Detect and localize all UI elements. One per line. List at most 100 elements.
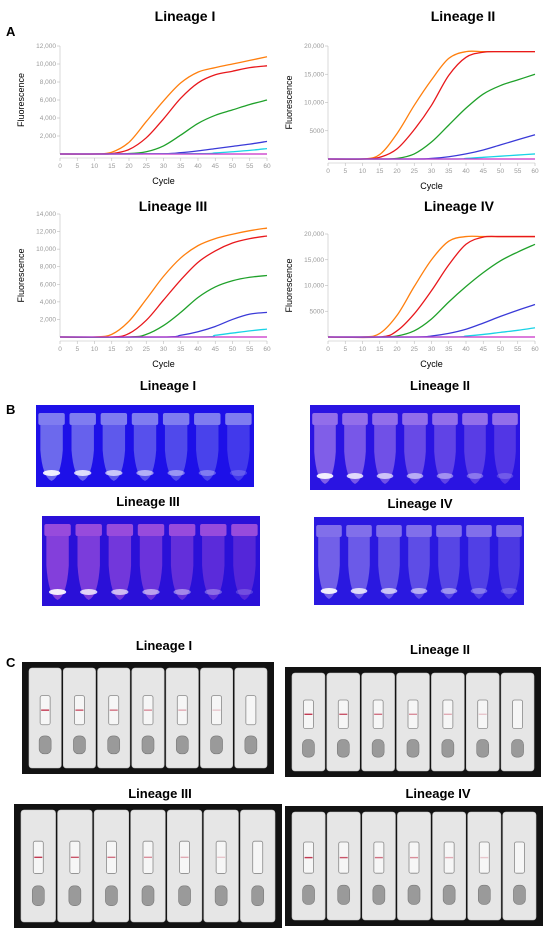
fluorescence-title-lineage-4: Lineage IV bbox=[387, 496, 453, 511]
x-tick-label: 45 bbox=[212, 346, 220, 353]
result-window bbox=[478, 841, 490, 874]
test-strip bbox=[165, 667, 199, 769]
x-tick-label: 0 bbox=[58, 346, 62, 353]
series-line-2 bbox=[327, 235, 535, 339]
tube-liquid bbox=[346, 473, 364, 479]
tube-liquid bbox=[111, 589, 129, 595]
y-tick-label: 10,000 bbox=[36, 61, 56, 68]
chart-title-lineage-1: Lineage I bbox=[154, 8, 216, 24]
x-tick-label: 10 bbox=[359, 346, 367, 353]
sample-well bbox=[107, 735, 121, 755]
test-strip bbox=[361, 672, 395, 772]
tube-body bbox=[133, 425, 157, 481]
y-tick-label: 12,000 bbox=[36, 229, 56, 236]
tube bbox=[137, 524, 165, 600]
result-window bbox=[442, 699, 454, 730]
pcr-chart-lineage-2: 5000 10,000 15,000 20,000 0 5 10 15 20 25 30 35 40 45… bbox=[284, 43, 539, 191]
y-tick-label: 15,000 bbox=[304, 257, 324, 264]
series-line-1 bbox=[59, 56, 268, 155]
result-window bbox=[211, 695, 222, 726]
tube-body bbox=[170, 536, 194, 600]
x-tick-label: 60 bbox=[263, 346, 271, 353]
tube bbox=[131, 413, 159, 481]
tube bbox=[376, 525, 402, 599]
fluorescence-photo-lineage-1 bbox=[36, 405, 254, 487]
test-strip bbox=[291, 811, 326, 921]
sample-well bbox=[302, 884, 315, 905]
sample-well bbox=[477, 884, 491, 905]
tube bbox=[372, 413, 398, 484]
tube-body bbox=[77, 536, 100, 600]
panel-label-c: C bbox=[6, 655, 16, 670]
tube bbox=[432, 413, 458, 484]
x-axis-label: Cycle bbox=[420, 359, 443, 369]
sample-well bbox=[407, 884, 421, 905]
fluorescence-photo-lineage-4 bbox=[314, 517, 524, 605]
tube bbox=[231, 524, 258, 600]
series-line-3 bbox=[59, 274, 268, 338]
sample-well bbox=[441, 739, 455, 758]
x-tick-label: 35 bbox=[177, 163, 185, 170]
tube-liquid bbox=[173, 589, 191, 595]
tube-body bbox=[139, 536, 163, 600]
tube-body bbox=[348, 537, 370, 599]
tube bbox=[69, 413, 96, 481]
tube bbox=[200, 524, 227, 600]
y-tick-label: 14,000 bbox=[36, 211, 56, 218]
pcr-chart-lineage-1: 2,000 4,000 6,000 8,000 10,000 12,000 0 5 10 15 20… bbox=[16, 43, 271, 186]
y-tick-label: 6,000 bbox=[40, 281, 57, 288]
sample-well bbox=[442, 884, 456, 905]
test-strip bbox=[467, 811, 502, 921]
tube-liquid bbox=[500, 588, 518, 594]
fluorescence-photo-lineage-2 bbox=[310, 405, 520, 490]
x-tick-label: 55 bbox=[514, 168, 522, 175]
x-tick-label: 30 bbox=[428, 346, 436, 353]
test-strip bbox=[432, 811, 467, 921]
tube-body bbox=[233, 536, 256, 600]
tube-liquid bbox=[235, 589, 254, 595]
series-line-5 bbox=[59, 328, 268, 338]
tube-liquid bbox=[80, 589, 98, 595]
y-tick-label: 5000 bbox=[310, 128, 325, 135]
panel-label-b: B bbox=[6, 402, 16, 417]
tube-liquid bbox=[350, 588, 368, 594]
tube-cap bbox=[200, 524, 227, 536]
strip-title-lineage-4: Lineage IV bbox=[405, 786, 471, 801]
y-tick-label: 20,000 bbox=[304, 231, 324, 238]
fluorescence-title-lineage-1: Lineage I bbox=[139, 378, 197, 393]
tube-liquid bbox=[167, 470, 185, 476]
x-tick-label: 40 bbox=[462, 168, 470, 175]
tube-cap bbox=[492, 413, 518, 425]
x-axis-label: Cycle bbox=[152, 359, 175, 369]
tube bbox=[162, 413, 190, 481]
tube-cap bbox=[436, 525, 462, 537]
tube-cap bbox=[231, 524, 258, 536]
pcr-chart-lineage-3: 2,000 4,000 6,000 8,000 10,000 12,000 14,000 0 5… bbox=[16, 211, 271, 369]
sample-well bbox=[68, 885, 82, 906]
tube bbox=[342, 413, 368, 484]
result-window bbox=[514, 841, 525, 874]
chart-title-lineage-2: Lineage II bbox=[430, 8, 496, 24]
tube-liquid bbox=[316, 473, 334, 479]
series-line-2 bbox=[59, 65, 268, 155]
x-tick-label: 10 bbox=[91, 346, 99, 353]
tube-liquid bbox=[229, 470, 248, 476]
test-strip bbox=[396, 672, 430, 772]
y-tick-label: 5000 bbox=[310, 308, 325, 315]
tube-cap bbox=[406, 525, 432, 537]
result-window bbox=[179, 840, 190, 874]
x-tick-label: 30 bbox=[160, 346, 168, 353]
x-tick-label: 20 bbox=[393, 346, 401, 353]
tube bbox=[312, 413, 338, 484]
x-tick-label: 0 bbox=[326, 346, 330, 353]
x-tick-label: 45 bbox=[480, 346, 488, 353]
strip-title-lineage-3: Lineage III bbox=[128, 786, 192, 801]
strip-title-lineage-1: Lineage I bbox=[135, 638, 193, 653]
y-tick-label: 4,000 bbox=[40, 299, 57, 306]
y-tick-label: 10,000 bbox=[304, 283, 324, 290]
tube-cap bbox=[131, 413, 159, 425]
test-strip bbox=[57, 809, 93, 923]
tube-liquid bbox=[105, 470, 123, 476]
y-axis-label: Fluorescence bbox=[284, 75, 294, 129]
tube-cap bbox=[496, 525, 522, 537]
